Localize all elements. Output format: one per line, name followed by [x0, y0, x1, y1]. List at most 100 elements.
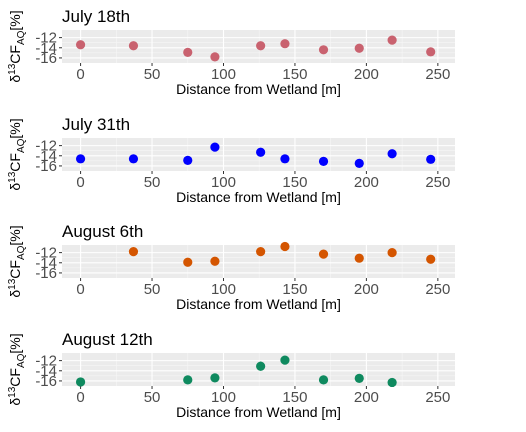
x-tick-label: 200 — [354, 174, 379, 191]
x-tick-label: 200 — [354, 66, 379, 83]
y-axis-title-unit: [%] — [7, 333, 23, 353]
y-axis-title-unit: [%] — [7, 10, 23, 30]
y-axis-title-main: CF — [7, 368, 23, 387]
panel-title: July 18th — [62, 7, 130, 26]
y-axis-title-sup: 13 — [7, 63, 18, 75]
data-point — [128, 41, 139, 51]
data-point — [210, 52, 220, 62]
x-tick-label: 250 — [425, 174, 450, 191]
x-tick-label: 150 — [282, 281, 307, 298]
y-axis-title-sub: AQ — [16, 138, 27, 153]
y-axis-title-sup: 13 — [7, 386, 18, 398]
y-tick-label: -12 — [35, 353, 57, 370]
y-axis-title-prefix: δ — [7, 290, 23, 298]
x-tick-label: 150 — [282, 66, 307, 83]
y-axis-title-prefix: δ — [7, 398, 23, 406]
chart-panel-2: July 31th 0 50 100 150 200 250 -12-14-16 Distanc… — [7, 115, 455, 205]
y-axis-title-sup: 13 — [7, 171, 18, 183]
y-axis-title-main: CF — [7, 45, 23, 64]
data-point — [210, 373, 220, 383]
data-point — [128, 247, 139, 257]
data-point — [256, 41, 266, 51]
data-point — [256, 247, 266, 257]
data-point — [354, 373, 364, 383]
y-tick-label: -12 — [35, 138, 57, 155]
y-axis-title-sup: 13 — [7, 278, 18, 290]
data-point — [387, 149, 397, 159]
y-axis-title-unit: [%] — [7, 118, 23, 138]
data-point — [128, 154, 139, 164]
panel-title: August 6th — [62, 222, 143, 241]
data-point — [280, 39, 290, 49]
y-tick-label: -16 — [35, 50, 57, 67]
y-tick-label: -14 — [35, 40, 57, 57]
x-tick-label: 50 — [144, 281, 161, 298]
y-axis-title: δ13CFAQ[%] — [7, 118, 27, 190]
x-tick-label: 100 — [211, 281, 236, 298]
x-axis-title: Distance from Wetland [m] — [176, 404, 341, 420]
data-point — [318, 249, 329, 259]
x-tick-label: 250 — [425, 66, 450, 83]
x-tick-label: 0 — [76, 66, 84, 83]
y-tick-label: -12 — [35, 245, 57, 262]
x-tick-label: 100 — [211, 174, 236, 191]
data-point — [426, 254, 436, 264]
y-axis-title: δ13CFAQ[%] — [7, 10, 27, 82]
data-point — [354, 43, 364, 53]
y-tick-label: -16 — [35, 373, 57, 390]
data-point — [183, 47, 193, 57]
x-tick-label: 250 — [425, 389, 450, 406]
y-axis-title-sub: AQ — [16, 353, 27, 368]
data-point — [318, 375, 329, 385]
data-point — [387, 35, 397, 45]
x-tick-label: 50 — [144, 66, 161, 83]
data-point — [280, 241, 290, 252]
y-axis-title-main: CF — [7, 153, 23, 172]
x-tick-label: 0 — [76, 281, 84, 298]
y-tick-label: -16 — [35, 265, 57, 282]
x-tick-label: 0 — [76, 174, 84, 191]
x-tick-label: 100 — [211, 66, 236, 83]
data-point — [354, 253, 364, 263]
chart-panel-4: August 12th 0 50 100 150 200 250 -12-14-16 Dista… — [7, 330, 455, 420]
y-axis-title-prefix: δ — [7, 75, 23, 83]
x-tick-label: 0 — [76, 389, 84, 406]
x-axis-title: Distance from Wetland [m] — [176, 296, 341, 312]
data-point — [426, 47, 436, 57]
panel-title: August 12th — [62, 330, 153, 349]
data-point — [75, 377, 86, 387]
x-axis-title: Distance from Wetland [m] — [176, 189, 341, 205]
y-tick-label: -16 — [35, 158, 57, 175]
y-tick-label: -12 — [35, 30, 57, 47]
y-axis-title: δ13CFAQ[%] — [7, 225, 27, 297]
data-point — [318, 45, 329, 55]
data-point — [210, 142, 220, 152]
x-axis-title: Distance from Wetland [m] — [176, 81, 341, 97]
data-point — [354, 158, 364, 168]
panel-title: July 31th — [62, 115, 130, 134]
x-tick-label: 150 — [282, 389, 307, 406]
data-point — [75, 40, 86, 50]
chart-panel-3: August 6th 0 50 100 150 200 250 -12-14-16 Distan… — [7, 222, 455, 312]
y-axis-title-main: CF — [7, 260, 23, 279]
y-axis-title: δ13CFAQ[%] — [7, 333, 27, 405]
data-point — [387, 248, 397, 258]
y-axis-title-unit: [%] — [7, 225, 23, 245]
data-point — [280, 355, 290, 365]
x-tick-label: 250 — [425, 281, 450, 298]
y-axis-title-sub: AQ — [16, 245, 27, 260]
data-point — [256, 361, 266, 371]
data-point — [75, 154, 86, 164]
data-point — [426, 154, 436, 164]
data-point — [256, 147, 266, 157]
x-tick-label: 100 — [211, 389, 236, 406]
data-point — [210, 256, 220, 266]
x-tick-label: 200 — [354, 389, 379, 406]
data-point — [183, 155, 193, 165]
x-tick-label: 50 — [144, 174, 161, 191]
data-point — [183, 375, 193, 385]
x-tick-label: 200 — [354, 281, 379, 298]
y-axis-title-sub: AQ — [16, 30, 27, 45]
data-point — [183, 257, 193, 267]
